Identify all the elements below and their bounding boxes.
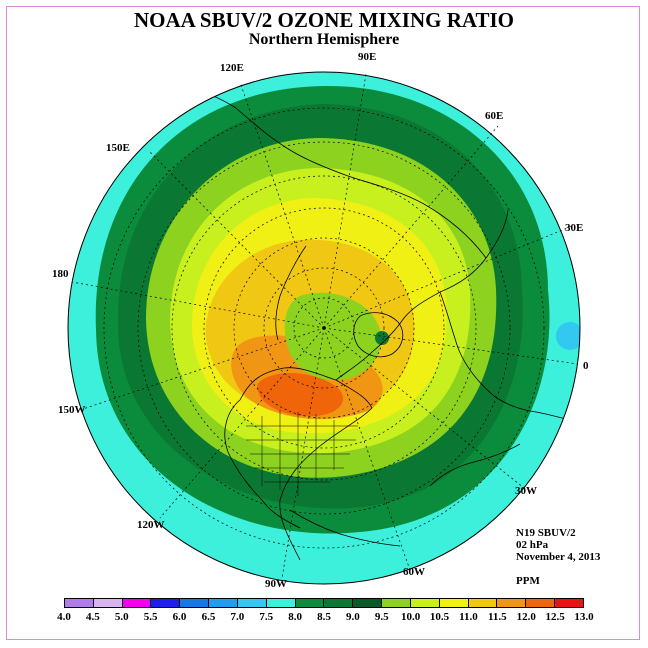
colorbar-tick-label: 8.0	[288, 611, 302, 623]
latitude-circle-40n	[171, 175, 477, 481]
colorbar	[64, 598, 584, 608]
coastline-central-america	[289, 509, 401, 547]
lon-label-60w: 60W	[403, 566, 425, 578]
latitude-circle-60n	[233, 237, 415, 419]
coastline-africa-north	[429, 443, 521, 487]
colorbar-tick-label: 9.5	[374, 611, 389, 623]
coastlines	[189, 87, 573, 561]
colorbar-swatch	[497, 599, 527, 607]
edge-blue-spot	[556, 322, 580, 350]
graticule	[71, 73, 579, 579]
colorbar-tick-label: 13.0	[574, 611, 594, 623]
colorbar-tick-label: 11.5	[488, 611, 507, 623]
coastline-greenland	[353, 312, 404, 358]
lon-label-150w: 150W	[58, 404, 86, 416]
latitude-circle-20n	[103, 107, 545, 549]
meridian-120e	[239, 81, 325, 329]
map-subtitle: Northern Hemisphere	[248, 31, 400, 48]
info-units: PPM	[516, 575, 540, 587]
map-title: NOAA SBUV/2 OZONE MIXING RATIO	[134, 8, 514, 32]
lon-label-90e: 90E	[358, 51, 377, 63]
colorbar-tick-label: 11.0	[459, 611, 478, 623]
colorbar-tick-label: 5.5	[143, 611, 158, 623]
colorbar-swatch	[526, 599, 556, 607]
latitude-circle-70n	[263, 267, 385, 389]
info-instrument: N19 SBUV/2	[516, 527, 576, 539]
map-boundary	[67, 71, 581, 585]
colorbar-swatch	[151, 599, 181, 607]
colorbar-swatch	[122, 599, 152, 607]
lon-label-0: 0	[583, 360, 589, 372]
colorbar-swatch	[237, 599, 267, 607]
colorbar-swatch	[324, 599, 354, 607]
lon-label-90w: 90W	[265, 578, 287, 590]
colorbar-tick-label: 12.5	[545, 611, 565, 623]
latitude-circle-50n	[203, 207, 445, 449]
coastline-europe	[439, 291, 573, 421]
colorbar-swatch	[353, 599, 383, 607]
info-date: November 4, 2013	[516, 551, 601, 563]
colorbar-swatch	[555, 599, 583, 607]
colorbar-tick-label: 6.5	[201, 611, 216, 623]
colorbar-swatch	[410, 599, 440, 607]
latitude-circle-80n	[293, 297, 355, 359]
meridian-120w	[159, 327, 325, 519]
colorbar-swatch	[266, 599, 296, 607]
lon-label-180: 180	[52, 268, 69, 280]
colorbar-tick-label: 6.0	[172, 611, 187, 623]
colorbar-tick-label: 9.0	[346, 611, 360, 623]
colorbar-tick-label: 8.5	[317, 611, 331, 623]
lon-label-120e: 120E	[220, 62, 244, 74]
us-state-borders	[246, 410, 358, 496]
colorbar-tick-label: 4.5	[86, 611, 100, 623]
coastline-siberia	[275, 245, 307, 341]
figure-frame	[6, 6, 640, 640]
colorbar-swatch	[65, 599, 94, 607]
colorbar-tick-label: 7.0	[230, 611, 245, 623]
info-pressure-level: 02 hPa	[516, 539, 549, 551]
meridian-90w	[281, 327, 325, 579]
colorbar-swatch	[382, 599, 411, 607]
colorbar-tick-label: 12.0	[516, 611, 536, 623]
lon-label-120w: 120W	[137, 519, 165, 531]
lon-label-60e: 60E	[485, 110, 504, 122]
colorbar-tick-label: 10.5	[429, 611, 450, 623]
colorbar-swatch	[209, 599, 238, 607]
polar-dark-spot	[375, 331, 389, 345]
coastline-pacific-coast	[224, 399, 301, 529]
colorbar-tick-label: 5.0	[114, 611, 129, 623]
lon-label-150e: 150E	[106, 142, 130, 154]
colorbar-swatch	[180, 599, 210, 607]
lon-label-30w: 30W	[515, 485, 537, 497]
colorbar-swatch	[295, 599, 325, 607]
colorbar-swatch	[439, 599, 469, 607]
colorbar-swatch	[93, 599, 123, 607]
colorbar-tick-label: 7.5	[259, 611, 274, 623]
colorbar-tick-label: 4.0	[57, 611, 71, 623]
colorbar-swatch	[468, 599, 498, 607]
lon-label-30e: 30E	[565, 222, 584, 234]
coastline-north-america	[239, 367, 373, 561]
latitude-circle-30n	[137, 141, 511, 515]
colorbar-tick-label: 10.0	[401, 611, 421, 623]
coastline-asia	[189, 87, 487, 259]
band-12-0	[257, 373, 344, 417]
meridian-150e	[149, 151, 325, 329]
